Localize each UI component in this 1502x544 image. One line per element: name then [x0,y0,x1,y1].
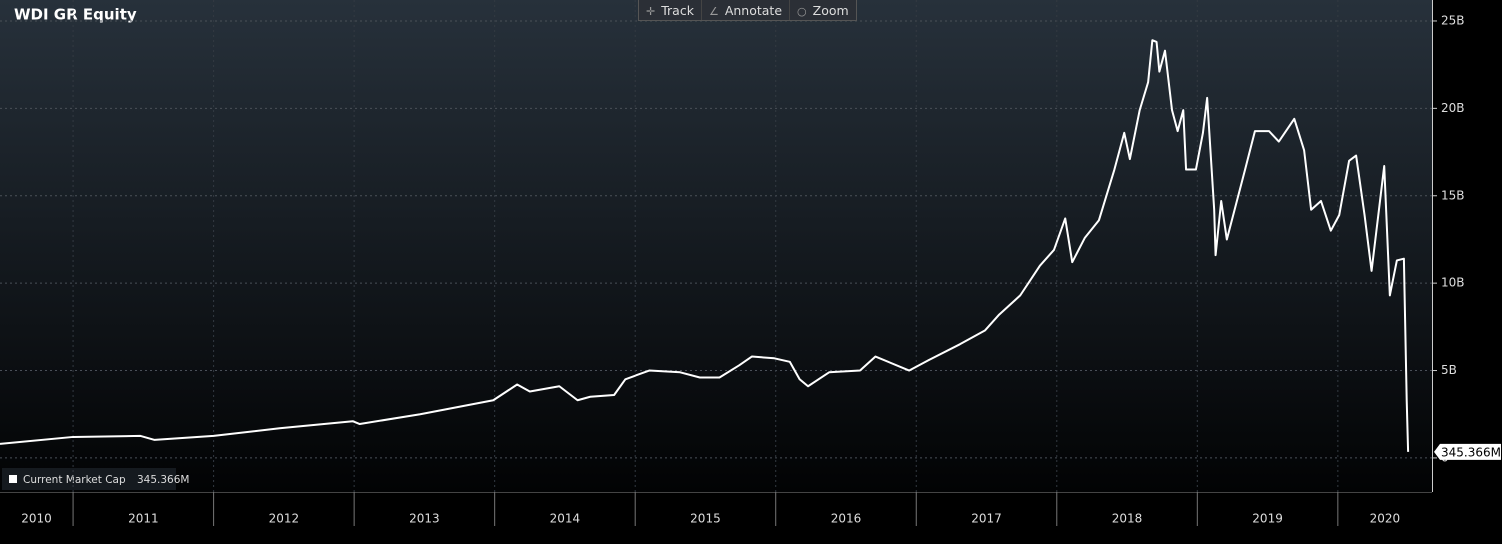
zoom-button[interactable]: ○ Zoom [797,3,849,18]
x-tick-label: 2014 [550,512,581,526]
chart-title: WDI GR Equity [14,6,137,24]
x-tick-label: 2011 [128,512,159,526]
current-tag-label: 345.366M [1441,445,1501,459]
x-tick-label: 2015 [690,512,721,526]
y-tick-label: 20B [1441,101,1465,115]
y-tick-label: 15B [1441,188,1465,202]
y-tick-label: 10B [1441,276,1465,290]
legend-box [2,468,176,490]
current-tag [1434,443,1501,460]
x-tick-label: 2019 [1252,512,1283,526]
y-tick-label: 5B [1441,363,1457,377]
x-axis-background [0,492,1432,544]
x-tick-label: 2020 [1370,512,1401,526]
x-tick-label: 2016 [831,512,862,526]
legend-value: 345.366M [137,474,189,486]
y-tick-label: 25B [1441,13,1465,27]
x-tick-label: 2013 [409,512,440,526]
button-label: Annotate [724,3,783,18]
legend-label: Current Market Cap [23,474,126,486]
plot-background [0,0,1432,492]
annotate-button[interactable]: ∠ Annotate [702,0,791,20]
button-label: Zoom [812,3,849,18]
line-series [0,39,1410,452]
track-button[interactable]: ✛ Track [639,0,702,20]
x-tick-label: 2012 [269,512,300,526]
legend-swatch [9,475,17,483]
toolbar: ✛ Track ∠ Annotate ○ Zoom [638,0,857,21]
x-tick-label: 2010 [21,512,52,526]
x-tick-label: 2018 [1112,512,1143,526]
x-tick-label: 2017 [971,512,1002,526]
legend: Current Market Cap 345.366M [2,468,189,490]
button-label: Track [661,3,694,18]
